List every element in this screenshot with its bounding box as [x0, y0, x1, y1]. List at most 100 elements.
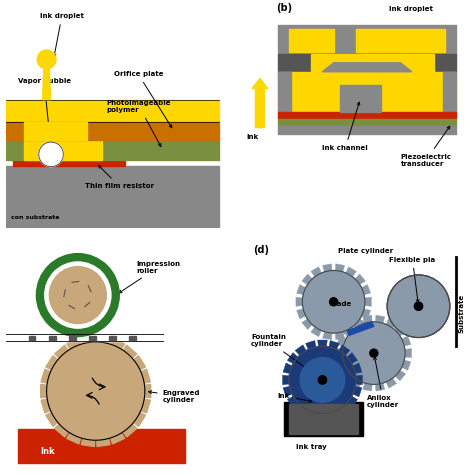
Circle shape — [329, 298, 337, 306]
Polygon shape — [323, 264, 332, 272]
Polygon shape — [362, 309, 371, 319]
Polygon shape — [353, 386, 362, 397]
Polygon shape — [335, 332, 345, 340]
Polygon shape — [346, 267, 356, 277]
Polygon shape — [302, 274, 312, 285]
Polygon shape — [365, 297, 371, 306]
Polygon shape — [287, 353, 298, 364]
Polygon shape — [402, 360, 411, 370]
Polygon shape — [342, 326, 353, 336]
Bar — [278, 112, 456, 118]
Text: Orifice plate: Orifice plate — [114, 71, 172, 128]
Bar — [6, 140, 219, 160]
Polygon shape — [318, 413, 327, 420]
Bar — [13, 160, 125, 165]
Polygon shape — [395, 370, 406, 381]
Polygon shape — [283, 363, 292, 374]
Polygon shape — [97, 438, 110, 447]
Polygon shape — [110, 338, 125, 349]
Polygon shape — [339, 345, 350, 356]
Polygon shape — [283, 386, 292, 397]
Polygon shape — [318, 340, 327, 346]
Polygon shape — [41, 399, 51, 413]
Polygon shape — [311, 327, 321, 337]
Polygon shape — [145, 384, 151, 398]
Polygon shape — [355, 319, 365, 329]
Polygon shape — [363, 383, 372, 391]
Text: Ink droplet: Ink droplet — [390, 7, 433, 12]
Polygon shape — [123, 424, 137, 437]
Text: Photoimageable
polymer: Photoimageable polymer — [107, 100, 172, 146]
Circle shape — [46, 342, 145, 440]
Polygon shape — [356, 375, 363, 385]
Polygon shape — [141, 369, 150, 383]
Circle shape — [414, 302, 422, 310]
Polygon shape — [336, 348, 343, 358]
Polygon shape — [55, 424, 68, 437]
Polygon shape — [402, 336, 411, 346]
Circle shape — [39, 142, 64, 167]
Text: Ink tray: Ink tray — [296, 444, 327, 450]
Polygon shape — [347, 322, 374, 335]
Polygon shape — [363, 315, 372, 323]
Polygon shape — [297, 309, 306, 319]
Bar — [278, 54, 456, 72]
Bar — [18, 429, 185, 463]
Bar — [284, 402, 363, 436]
Polygon shape — [329, 410, 339, 419]
Polygon shape — [67, 433, 81, 444]
Circle shape — [319, 376, 327, 384]
Bar — [289, 29, 334, 52]
Polygon shape — [405, 348, 411, 358]
Polygon shape — [342, 370, 353, 381]
Bar — [340, 85, 381, 112]
Polygon shape — [46, 412, 58, 427]
Polygon shape — [97, 336, 110, 344]
Bar — [278, 72, 456, 112]
Text: Impression
roller: Impression roller — [119, 261, 180, 293]
Polygon shape — [395, 326, 406, 336]
Text: Blade: Blade — [329, 301, 351, 307]
Text: (b): (b) — [276, 3, 292, 13]
Text: Fountain
cylinder: Fountain cylinder — [251, 335, 319, 378]
Polygon shape — [323, 332, 332, 340]
Polygon shape — [134, 356, 146, 370]
Polygon shape — [302, 319, 312, 329]
Polygon shape — [337, 336, 346, 346]
Text: (d): (d) — [253, 245, 269, 255]
Circle shape — [37, 50, 56, 69]
Circle shape — [319, 376, 327, 384]
Circle shape — [370, 349, 378, 357]
Polygon shape — [46, 356, 58, 370]
Bar — [6, 122, 219, 140]
Bar — [311, 54, 434, 72]
Bar — [278, 118, 456, 127]
Polygon shape — [335, 264, 345, 272]
Polygon shape — [306, 340, 316, 349]
Bar — [49, 336, 55, 340]
Polygon shape — [41, 369, 51, 383]
Circle shape — [387, 275, 450, 337]
Bar — [24, 140, 102, 160]
Polygon shape — [386, 318, 397, 328]
Polygon shape — [362, 284, 371, 295]
Text: Anilox
cylinder: Anilox cylinder — [367, 357, 399, 408]
Bar — [278, 127, 456, 134]
Text: Plate cylinder: Plate cylinder — [338, 247, 393, 254]
Polygon shape — [82, 336, 95, 344]
Polygon shape — [353, 363, 362, 374]
Circle shape — [343, 322, 405, 384]
Polygon shape — [110, 433, 125, 444]
Polygon shape — [329, 340, 339, 349]
Polygon shape — [283, 375, 289, 385]
Circle shape — [414, 302, 422, 310]
Bar — [289, 404, 358, 434]
Polygon shape — [322, 63, 412, 72]
Text: Piezoelectric
transducer: Piezoelectric transducer — [401, 126, 452, 166]
Text: Engraved
cylinder: Engraved cylinder — [149, 390, 200, 403]
Polygon shape — [351, 378, 362, 388]
Polygon shape — [347, 396, 357, 407]
Bar — [278, 72, 291, 112]
Polygon shape — [386, 378, 397, 388]
Circle shape — [49, 266, 106, 324]
